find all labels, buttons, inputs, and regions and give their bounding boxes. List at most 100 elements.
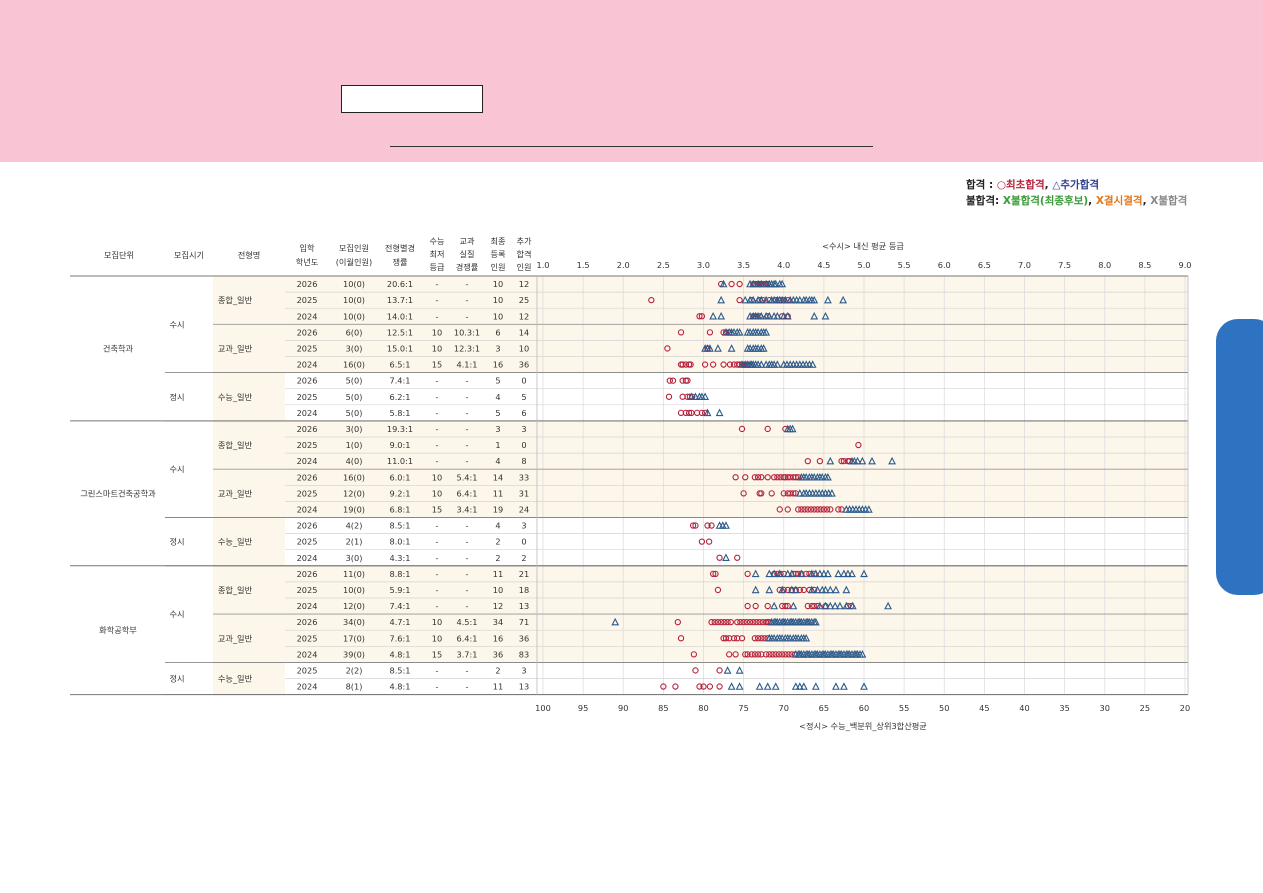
first-pass-point [817, 506, 824, 513]
x-top-tick-label: 7.5 [1058, 260, 1071, 270]
first-pass-point [784, 506, 791, 513]
first-pass-point [677, 635, 685, 642]
first-pass-point [734, 554, 741, 561]
cell-ratio: 7.6:1 [390, 633, 411, 643]
cell-ratio: 8.8:1 [390, 569, 411, 579]
first-pass-point [782, 651, 789, 658]
legend-fail-plain: X불합격 [1150, 195, 1188, 207]
first-pass-point [780, 490, 787, 497]
header-banner [0, 0, 1263, 162]
added-pass-point [802, 633, 811, 642]
cell-added: 5 [521, 392, 526, 402]
cell-ratio: 6.5:1 [390, 360, 411, 370]
first-pass-point [718, 619, 725, 626]
added-pass-point [831, 601, 840, 610]
cell-year: 2024 [297, 649, 318, 659]
cell-quota: 39(0) [343, 649, 365, 659]
cell-ratio: 6.8:1 [390, 504, 411, 514]
x-top-tick-label: 2.5 [657, 260, 670, 270]
first-pass-point [726, 651, 733, 658]
first-pass-point [804, 506, 811, 513]
first-pass-point [669, 377, 677, 384]
first-pass-point [751, 635, 759, 642]
first-pass-point [706, 329, 714, 336]
chart-title: <수시> 내신 평균 등급 [822, 241, 904, 251]
first-pass-point [714, 586, 722, 594]
first-pass-point [751, 651, 759, 658]
added-pass-point [714, 344, 722, 352]
first-pass-point [740, 490, 747, 497]
added-pass-point [848, 601, 857, 610]
header-reg-2: 등록 [490, 249, 506, 259]
added-pass-point [749, 279, 758, 288]
added-pass-point [757, 311, 766, 320]
first-pass-point [689, 522, 697, 529]
first-pass-point [696, 683, 703, 690]
cell-quota: 2(2) [346, 665, 363, 675]
x-top-tick-label: 4.0 [777, 260, 790, 270]
period-label: 정시 [169, 537, 184, 547]
first-pass-point [769, 651, 776, 658]
added-pass-point [791, 682, 800, 690]
added-pass-point [787, 585, 796, 594]
added-pass-point [701, 392, 710, 401]
x-top-tick-label: 3.0 [697, 260, 710, 270]
cell-ratio: 12.5:1 [387, 327, 413, 337]
first-pass-point [814, 506, 821, 513]
first-pass-point [700, 683, 707, 690]
x-bottom-tick-label: 40 [1019, 703, 1029, 713]
cell-ratio: 20.6:1 [387, 279, 413, 289]
cell-real-ratio: - [466, 408, 469, 418]
added-pass-point [722, 553, 730, 562]
cell-real-ratio: - [466, 392, 469, 402]
first-pass-point [782, 602, 789, 610]
cell-year: 2024 [297, 682, 318, 692]
cell-added: 25 [519, 295, 529, 305]
header-period: 모집시기 [174, 250, 204, 260]
cell-quota: 17(0) [343, 633, 365, 643]
cell-registered: 1 [495, 440, 500, 450]
cell-min-grade: - [436, 295, 439, 305]
first-pass-point [738, 425, 746, 433]
first-pass-point [687, 361, 694, 368]
cell-min-grade: 15 [432, 360, 442, 370]
row-highlight [213, 276, 1188, 325]
first-pass-point [736, 280, 743, 288]
first-pass-point [804, 457, 811, 465]
header-reg-3: 인원 [490, 262, 505, 272]
cell-ratio: 7.4:1 [390, 376, 411, 386]
cell-quota: 8(1) [346, 682, 363, 692]
cell-min-grade: - [436, 311, 439, 321]
row-highlight [213, 324, 1188, 373]
header-quota-1: 모집인원 [339, 243, 369, 253]
cell-year: 2024 [297, 456, 318, 466]
first-pass-point [792, 474, 799, 481]
first-pass-point [744, 651, 751, 658]
first-pass-point [692, 667, 699, 674]
added-pass-point [827, 489, 836, 497]
legend-sep: : [994, 195, 1003, 207]
cell-added: 18 [519, 585, 529, 595]
cell-year: 2026 [297, 376, 318, 386]
type-label: 교과_일반 [218, 488, 253, 498]
added-pass-point [795, 489, 804, 497]
cell-year: 2026 [297, 327, 318, 337]
header-min-3: 등급 [429, 262, 445, 272]
cell-year: 2025 [297, 440, 318, 450]
added-pass-point [811, 569, 820, 578]
added-pass-point [727, 344, 736, 352]
cell-year: 2025 [297, 633, 318, 643]
cell-added: 12 [519, 279, 529, 289]
legend-fail-absent: X결시결격 [1095, 195, 1143, 207]
first-pass-point [762, 651, 770, 658]
cell-ratio: 4.3:1 [390, 553, 411, 563]
cell-min-grade: - [436, 392, 439, 402]
first-pass-point [855, 441, 862, 449]
cell-quota: 3(0) [346, 553, 363, 563]
side-tab[interactable] [1216, 319, 1263, 595]
cell-added: 13 [519, 682, 529, 692]
first-pass-point [708, 522, 715, 529]
added-pass-point [815, 569, 824, 578]
first-pass-point [706, 683, 714, 690]
banner-box [341, 85, 483, 113]
